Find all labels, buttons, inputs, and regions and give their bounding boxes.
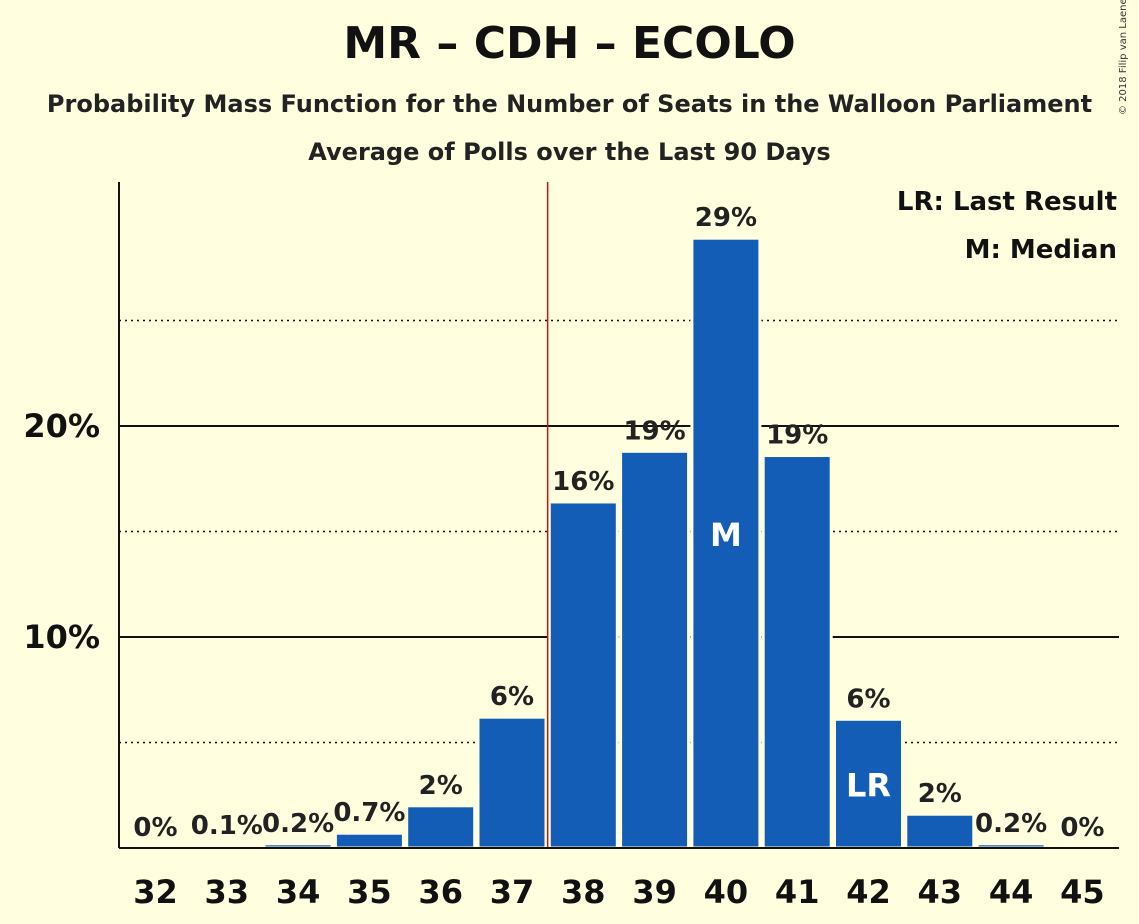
data-label: 19% (766, 421, 828, 451)
data-labels: 0% 0.1% 0.2% 0.7%2%6%16%19%29%19%6%2%0.2% 0% (133, 203, 1104, 843)
bar (405, 804, 477, 850)
x-tick-label: 32 (133, 873, 178, 911)
last-result-marker: LR (846, 767, 891, 805)
bars: M LR (191, 182, 1047, 850)
gridlines (119, 319, 1119, 744)
bar (476, 715, 548, 850)
data-label: 16% (552, 467, 614, 497)
x-tick-label: 44 (989, 873, 1034, 911)
chart-subtitle: Probability Mass Function for the Number… (46, 90, 1093, 118)
x-tick-label: 45 (1060, 873, 1105, 911)
data-label: 0% (1060, 813, 1104, 843)
data-label: 0.2% (975, 809, 1047, 839)
data-label: 2% (918, 779, 962, 809)
median-marker: M (710, 516, 742, 554)
x-tick-label: 37 (490, 873, 535, 911)
bar (690, 236, 762, 850)
chart-subtitle-2: Average of Polls over the Last 90 Days (308, 138, 831, 166)
data-label: 29% (695, 203, 757, 233)
y-tick-label: 10% (23, 618, 100, 656)
x-tick-label: 35 (347, 873, 392, 911)
x-tick-label: 33 (205, 873, 250, 911)
data-label: 19% (623, 416, 685, 446)
y-tick-label: 20% (23, 407, 100, 445)
data-label: 0.7% (333, 798, 405, 828)
bar (547, 500, 619, 850)
bar (833, 717, 904, 850)
x-tick-label: 40 (704, 873, 749, 911)
y-tick-labels: 10% 20% (23, 407, 100, 656)
data-label: 0.2% (262, 809, 334, 839)
x-tick-label: 34 (276, 873, 321, 911)
legend-entry: LR: Last Result (897, 187, 1117, 217)
bar (333, 831, 405, 850)
legend: LR: Last Result M: Median (897, 187, 1117, 265)
x-tick-label: 36 (418, 873, 463, 911)
x-tick-label: 38 (561, 873, 606, 911)
x-tick-label: 42 (846, 873, 891, 911)
x-tick-label: 43 (918, 873, 963, 911)
x-tick-labels: 32 33 34 35 36 37 38 39 40 41 42 43 44 45 (133, 873, 1104, 911)
data-label: 6% (490, 682, 534, 712)
data-label: 2% (419, 771, 463, 801)
data-label: 0% (133, 813, 177, 843)
bar (904, 812, 976, 850)
bar (761, 454, 833, 850)
legend-entry: M: Median (965, 235, 1117, 265)
data-label: 0.1% (191, 811, 263, 841)
x-tick-label: 39 (632, 873, 677, 911)
bar (619, 449, 691, 850)
data-label: 6% (846, 684, 890, 714)
x-tick-label: 41 (775, 873, 820, 911)
chart-title: MR – CDH – ECOLO (343, 18, 796, 69)
